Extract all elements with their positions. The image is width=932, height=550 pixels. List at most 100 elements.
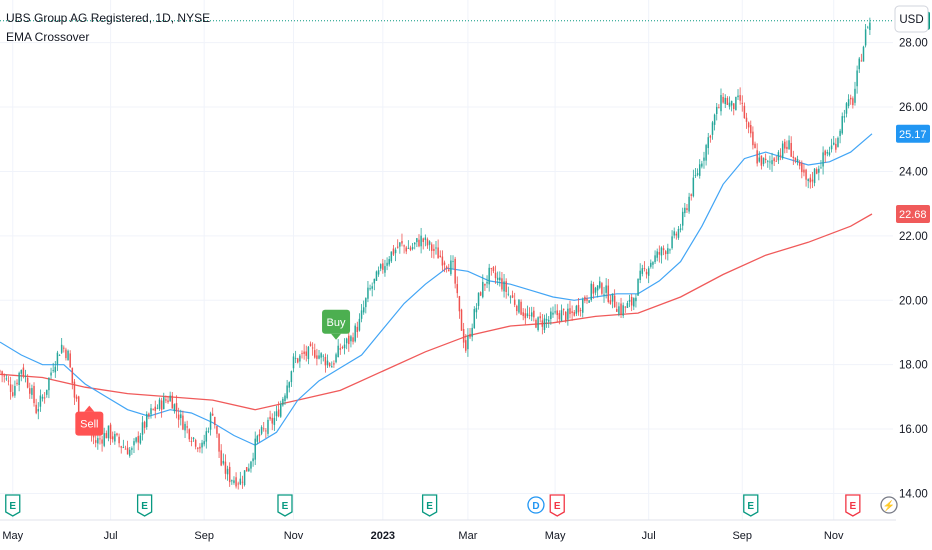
candle-body [69, 353, 71, 368]
candle-body [520, 301, 522, 315]
candle-body [505, 281, 507, 292]
candle-body [190, 440, 193, 442]
candle-body [222, 460, 225, 464]
candle-body [188, 429, 191, 440]
candle-body [0, 370, 1, 372]
candle-body [728, 102, 731, 107]
candle-body [462, 329, 465, 343]
candle-body [450, 260, 452, 275]
candle-body [226, 468, 229, 475]
candle-body [186, 426, 188, 428]
y-tick-label: 14.00 [899, 488, 928, 500]
indicator-name: EMA Crossover [6, 30, 89, 44]
candle-body [182, 415, 184, 430]
symbol-title: UBS Group AG Registered, 1D, NYSE [6, 11, 210, 25]
candle-body [613, 295, 616, 308]
candle-body [601, 283, 603, 294]
candle-body [173, 404, 176, 412]
candle-body [643, 268, 646, 270]
candle-body [539, 316, 541, 319]
candle-body [537, 317, 539, 331]
candle-body [428, 241, 431, 245]
candle-body [798, 162, 801, 166]
candle-body [496, 277, 499, 280]
candle-body [552, 312, 554, 315]
candle-body [832, 142, 835, 145]
price-axis: 28.00 26.00 24.00 22.00 20.00 18.00 16.00 14.00 [899, 38, 928, 501]
x-tick-label: Jul [104, 530, 118, 542]
candle-body [622, 305, 624, 316]
currency-button[interactable]: USD [894, 5, 929, 33]
candle-body [858, 58, 860, 70]
earnings-marker[interactable]: E [845, 494, 861, 517]
x-tick-label: Sep [732, 530, 752, 542]
candle-body [715, 106, 718, 115]
candle-body [9, 384, 12, 392]
price-axis-panel [896, 0, 932, 550]
candle-body [114, 433, 116, 442]
candle-body [422, 238, 424, 243]
earnings-marker[interactable]: E [277, 494, 293, 517]
candle-body [698, 164, 701, 176]
candle-body [303, 351, 305, 354]
candle-body [267, 419, 269, 434]
candle-body [71, 367, 74, 384]
split-marker[interactable]: ⚡ [880, 496, 898, 514]
candle-body [807, 179, 809, 182]
candle-body [199, 446, 201, 449]
candle-body [405, 247, 407, 252]
dividend-marker[interactable]: D [527, 496, 545, 514]
earnings-marker[interactable]: E [549, 494, 565, 517]
candle-body [282, 398, 284, 406]
candle-body [630, 296, 633, 306]
y-tick-label: 18.00 [899, 360, 928, 372]
earnings-marker[interactable]: E [743, 494, 759, 517]
candle-body [314, 350, 316, 358]
candle-body [605, 285, 607, 293]
candle-body [46, 389, 48, 395]
candle-body [854, 88, 856, 103]
candle-body [471, 327, 473, 337]
earnings-marker[interactable]: E [136, 494, 153, 517]
candle-body [781, 143, 784, 159]
candle-body [131, 448, 133, 450]
candle-body [377, 270, 380, 275]
earnings-marker[interactable]: E [421, 494, 438, 517]
candle-body [577, 305, 580, 313]
candle-body [830, 145, 833, 150]
candle-body [735, 96, 737, 111]
candle-body [709, 135, 712, 138]
event-label: ⚡ [883, 499, 895, 512]
candle-body [360, 310, 363, 319]
candle-body [345, 338, 348, 344]
candle-body [411, 247, 414, 249]
event-label: E [747, 501, 754, 512]
candle-body [866, 27, 869, 29]
candle-body [407, 247, 410, 249]
sell-label: Sell [80, 419, 98, 431]
candle-body [146, 413, 148, 428]
candle-body [24, 376, 27, 378]
candle-body [588, 300, 590, 303]
earnings-marker[interactable]: E [5, 494, 21, 517]
sell-signal[interactable]: Sell [75, 405, 104, 436]
candle-body [488, 267, 490, 285]
event-label: E [141, 501, 148, 512]
candle-body [105, 433, 108, 439]
candle-body [675, 233, 678, 236]
time-axis[interactable]: May Jul Sep Nov 2023 Mar May Jul Sep Nov [2, 530, 844, 542]
candle-body [843, 116, 846, 118]
candle-body [294, 358, 297, 360]
candle-body [554, 311, 556, 313]
candle-body [67, 350, 69, 361]
candle-body [482, 281, 484, 298]
candle-body [786, 146, 788, 150]
candle-body [354, 325, 356, 342]
candle-body [250, 461, 252, 469]
buy-signal[interactable]: Buy [322, 309, 351, 340]
candle-body [307, 346, 310, 360]
candle-body [254, 438, 256, 460]
candle-body [747, 122, 750, 128]
candle-body [516, 305, 518, 312]
